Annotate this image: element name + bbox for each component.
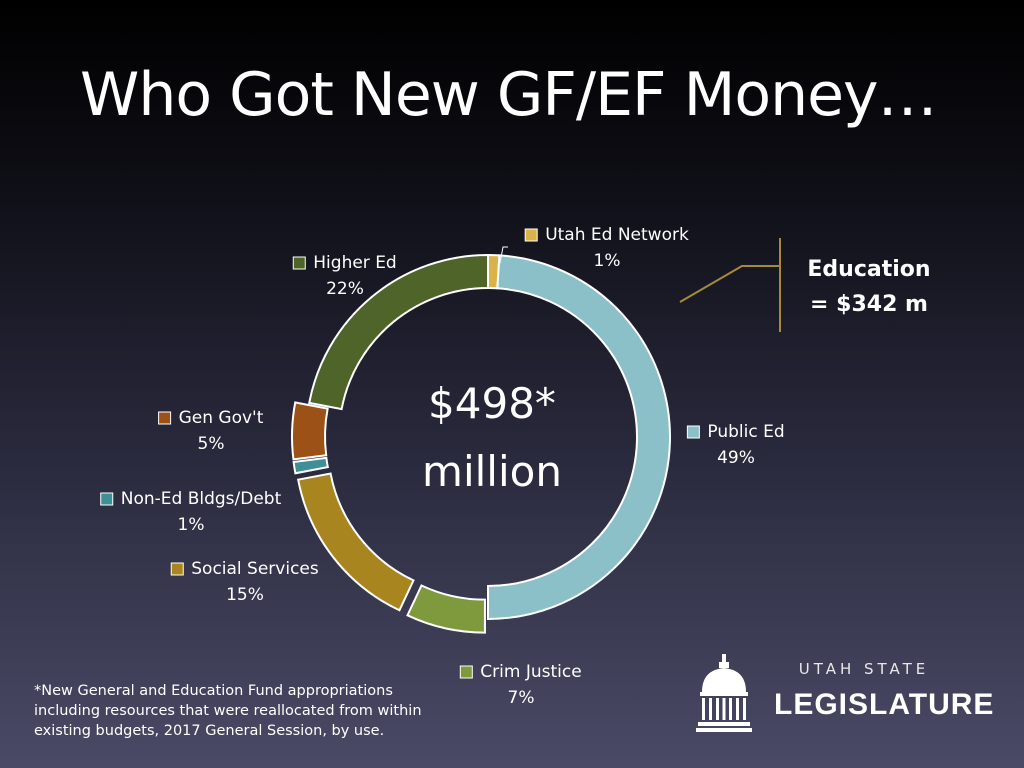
label-percent: 5%: [198, 434, 225, 454]
label-name: Social Services: [191, 559, 319, 579]
label-name: Utah Ed Network: [545, 225, 689, 245]
logo-top-text: UTAH STATE: [798, 660, 930, 678]
legend-swatch: [524, 228, 538, 242]
legend-swatch: [100, 492, 114, 506]
legend-swatch: [459, 665, 473, 679]
slice-public-ed: [487, 254, 671, 621]
slice-gen-gov-t: [291, 401, 329, 461]
label-name: Non-Ed Bldgs/Debt: [121, 489, 282, 509]
label-percent: 1%: [178, 515, 205, 535]
label-percent: 1%: [594, 251, 621, 271]
label-gen-gov-t: Gen Gov't 5%: [158, 408, 264, 454]
center-label: $498* million: [422, 379, 562, 496]
education-amount: = $342 m: [810, 292, 928, 317]
slice-labels: Utah Ed Network 1% Public Ed 49% Crim Justic…: [100, 225, 785, 708]
annotation-leader: [679, 265, 780, 303]
education-label: Education: [807, 257, 930, 282]
center-unit: million: [422, 447, 562, 496]
label-percent: 22%: [326, 279, 364, 299]
label-non-ed-bldgs-debt: Non-Ed Bldgs/Debt 1%: [100, 489, 282, 535]
label-percent: 49%: [717, 448, 755, 468]
capitol-dome-icon: [696, 654, 752, 732]
slice-social-services: [296, 472, 415, 612]
legend-swatch: [292, 256, 306, 270]
label-name: Gen Gov't: [179, 408, 264, 428]
logo-bottom-text: LEGISLATURE: [774, 688, 995, 721]
footnote: *New General and Education Fund appropri…: [34, 683, 422, 739]
legend-swatch: [170, 562, 184, 576]
label-crim-justice: Crim Justice 7%: [459, 662, 582, 708]
slice-higher-ed: [308, 253, 489, 411]
slice-non-ed-bldgs-debt: [292, 456, 329, 475]
label-percent: 7%: [508, 688, 535, 708]
label-percent: 15%: [226, 585, 264, 605]
label-public-ed: Public Ed 49%: [686, 422, 785, 468]
education-annotation: Education = $342 m: [679, 238, 931, 332]
legend-swatch: [686, 425, 700, 439]
slice-crim-justice: [406, 584, 486, 634]
slide-title: Who Got New GF/EF Money…: [80, 60, 938, 130]
label-name: Higher Ed: [313, 253, 396, 273]
label-name: Public Ed: [707, 422, 784, 442]
label-higher-ed: Higher Ed 22%: [292, 253, 397, 299]
label-name: Crim Justice: [480, 662, 581, 682]
utah-ed-leader: [499, 246, 508, 264]
label-utah-ed-network: Utah Ed Network 1%: [524, 225, 689, 271]
center-value: $498*: [428, 379, 556, 428]
legend-swatch: [158, 411, 172, 425]
label-social-services: Social Services 15%: [170, 559, 319, 605]
donut-slices: [291, 253, 671, 634]
legislature-logo: UTAH STATE LEGISLATURE: [692, 652, 995, 736]
